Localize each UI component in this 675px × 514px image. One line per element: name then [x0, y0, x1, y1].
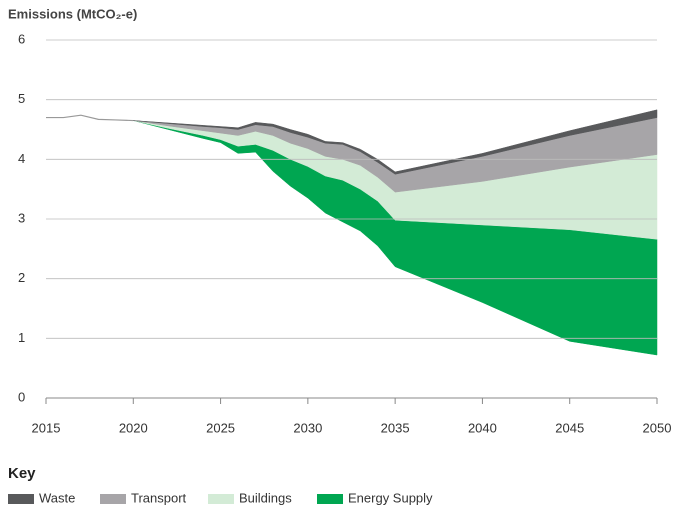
x-tick-label: 2015 [32, 420, 61, 435]
y-tick-label: 0 [18, 389, 25, 404]
y-tick-label: 5 [18, 91, 25, 106]
x-tick-label: 2050 [643, 420, 672, 435]
y-axis-label: Emissions (MtCO₂-e) [8, 6, 137, 21]
legend-swatch [100, 494, 126, 504]
historical-line [46, 114, 134, 122]
x-tick-label: 2045 [555, 420, 584, 435]
legend-swatch [8, 494, 34, 504]
legend-swatch [208, 494, 234, 504]
area [133, 109, 658, 175]
y-tick-label: 3 [18, 210, 25, 225]
y-tick-label: 6 [18, 31, 25, 46]
x-tick-label: 2040 [468, 420, 497, 435]
grid [46, 39, 657, 399]
x-tick-label: 2035 [381, 420, 410, 435]
legend-label: Buildings [239, 490, 292, 505]
legend-swatch [317, 494, 343, 504]
x-tick-label: 2020 [119, 420, 148, 435]
legend-label: Energy Supply [348, 490, 433, 505]
x-tick-label: 2030 [293, 420, 322, 435]
legend-label: Transport [131, 490, 187, 505]
y-tick-label: 4 [18, 151, 25, 166]
legend-label: Waste [39, 490, 75, 505]
y-tick-label: 2 [18, 270, 25, 285]
x-tick-label: 2025 [206, 420, 235, 435]
legend-title: Key [8, 465, 36, 482]
plot-area [46, 109, 658, 356]
y-tick-label: 1 [18, 330, 25, 345]
